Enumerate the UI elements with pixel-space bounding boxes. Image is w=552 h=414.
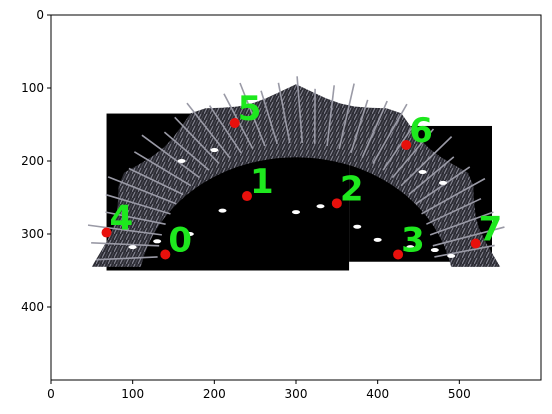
image-grass-blade: [87, 224, 162, 236]
image-grass-blade: [432, 226, 505, 247]
image-grass-blade: [91, 242, 160, 247]
image-speck: [218, 208, 227, 213]
image-grass-blade: [338, 83, 355, 150]
image-speck: [316, 204, 325, 209]
image-grass-blade: [382, 122, 416, 171]
point-label-1: 1: [250, 162, 274, 202]
image-speck: [418, 169, 427, 174]
point-markers: [101, 118, 481, 260]
point-label-3: 3: [401, 220, 425, 260]
image-speck: [373, 237, 382, 242]
x-tick-label: 100: [121, 387, 144, 401]
point-label-4: 4: [110, 199, 134, 239]
point-marker-7: [470, 238, 481, 249]
y-tick-label: 0: [36, 8, 44, 22]
image-grass-blade: [408, 156, 455, 196]
point-marker-1: [242, 191, 252, 202]
x-tick-label: 200: [203, 387, 226, 401]
image-grass-blade: [105, 211, 166, 225]
point-label-5: 5: [238, 89, 262, 129]
image-grass-blade: [421, 177, 486, 215]
image-grass-blade: [277, 82, 291, 144]
point-label-6: 6: [409, 111, 433, 151]
point-marker-3: [393, 249, 404, 260]
image-speck: [185, 232, 194, 236]
point-label-0: 0: [168, 220, 192, 260]
x-tick-label: 500: [448, 387, 471, 401]
image-grass-blade: [415, 166, 471, 205]
image-speck: [406, 245, 415, 250]
image-speck: [177, 159, 186, 163]
x-tick-label: 400: [366, 387, 389, 401]
y-tick-label: 200: [21, 154, 44, 168]
image-grass-blade: [186, 102, 231, 159]
image-speck: [292, 210, 300, 215]
image-speck: [128, 245, 137, 250]
y-axis: 0 100 200 300 400: [21, 8, 51, 314]
image-grass-blade: [326, 85, 335, 146]
image-grass-blade: [426, 197, 482, 225]
image-speck: [439, 180, 447, 185]
image-speck: [153, 239, 162, 244]
image-grass-arc: [91, 84, 501, 267]
point-marker-5: [229, 118, 240, 129]
image-grass-blade: [429, 211, 494, 236]
image-speck: [430, 248, 439, 253]
image-grass-blade: [239, 82, 266, 147]
image-speck: [353, 224, 362, 229]
y-tick-label: 300: [21, 227, 44, 241]
image-grass-blade: [372, 103, 408, 164]
image-grass-blade: [434, 244, 495, 258]
image-grass-blade: [361, 100, 388, 159]
image-speck: [210, 148, 219, 153]
image-grass-blade: [400, 136, 453, 187]
image-grass-blade: [133, 151, 192, 187]
image-grass-blade: [107, 176, 177, 205]
point-label-2: 2: [340, 169, 364, 209]
image-grass-blade: [96, 256, 158, 261]
image-grass-blade: [391, 128, 435, 179]
background-image: [87, 76, 505, 271]
image-grass-blade: [105, 193, 171, 215]
y-tick-label: 100: [21, 81, 44, 95]
x-tick-label: 300: [285, 387, 308, 401]
point-marker-4: [101, 227, 112, 238]
image-grass-blade: [141, 134, 201, 179]
point-marker-6: [401, 139, 412, 150]
x-tick-label: 0: [47, 387, 55, 401]
image-grass-blade: [128, 167, 184, 196]
image-speck: [447, 253, 456, 258]
image-grass-blade: [208, 105, 242, 154]
image-grass-blade: [296, 76, 304, 143]
point-label-7: 7: [479, 209, 503, 249]
point-marker-0: [160, 249, 171, 260]
image-grass-blade: [163, 131, 210, 171]
image-grass-blade: [174, 116, 220, 165]
y-tick-label: 400: [21, 300, 44, 314]
x-axis: 0 100 200 300 400 500: [47, 380, 471, 401]
point-marker-2: [331, 198, 342, 209]
image-grass-blade: [260, 90, 279, 145]
image-grass-blade: [350, 99, 369, 154]
